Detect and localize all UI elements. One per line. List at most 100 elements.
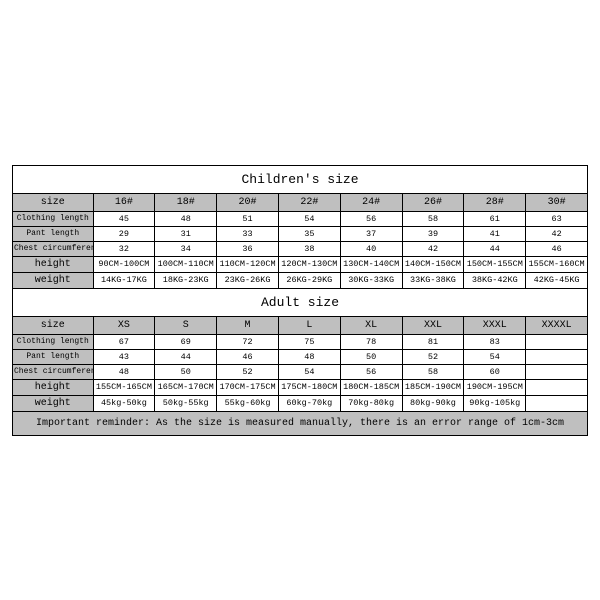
cell (526, 349, 588, 364)
cell: 78 (340, 334, 402, 349)
table-row: Chest circumference 1/2 48 50 52 54 56 5… (13, 364, 588, 379)
row-label: Clothing length (13, 211, 94, 226)
table-row: weight 14KG-17KG 18KG-23KG 23KG-26KG 26K… (13, 272, 588, 288)
table-row: height 90CM-100CM 100CM-110CM 110CM-120C… (13, 256, 588, 272)
cell: 44 (464, 241, 526, 256)
cell: 34 (155, 241, 217, 256)
cell: 45kg-50kg (93, 395, 155, 411)
cell: 40 (340, 241, 402, 256)
cell: 36 (217, 241, 279, 256)
cell: 30KG-33KG (340, 272, 402, 288)
cell: 55kg-60kg (217, 395, 279, 411)
cell: 23KG-26KG (217, 272, 279, 288)
row-label: Pant length (13, 226, 94, 241)
col-head: 18# (155, 193, 217, 211)
cell: 29 (93, 226, 155, 241)
col-head: 26# (402, 193, 464, 211)
cell: 43 (93, 349, 155, 364)
cell: 185CM-190CM (402, 379, 464, 395)
cell: 54 (278, 364, 340, 379)
cell (526, 364, 588, 379)
cell: 140CM-150CM (402, 256, 464, 272)
cell: 75 (278, 334, 340, 349)
cell (526, 334, 588, 349)
cell: 14KG-17KG (93, 272, 155, 288)
col-head: 16# (93, 193, 155, 211)
cell: 155CM-160CM (526, 256, 588, 272)
cell: 56 (340, 211, 402, 226)
cell: 56 (340, 364, 402, 379)
col-head: L (278, 316, 340, 334)
row-label: weight (13, 395, 94, 411)
row-label: Clothing length (13, 334, 94, 349)
cell: 130CM-140CM (340, 256, 402, 272)
cell: 35 (278, 226, 340, 241)
cell (526, 379, 588, 395)
col-head: 30# (526, 193, 588, 211)
cell: 51 (217, 211, 279, 226)
cell: 46 (526, 241, 588, 256)
cell: 33 (217, 226, 279, 241)
cell: 67 (93, 334, 155, 349)
col-head: XL (340, 316, 402, 334)
cell: 54 (278, 211, 340, 226)
cell: 31 (155, 226, 217, 241)
cell: 50 (340, 349, 402, 364)
table-row: Chest circumference 1/2 32 34 36 38 40 4… (13, 241, 588, 256)
adult-title-row: Adult size (13, 288, 588, 316)
col-head: 24# (340, 193, 402, 211)
row-label: weight (13, 272, 94, 288)
col-head: XXXL (464, 316, 526, 334)
cell: 81 (402, 334, 464, 349)
cell: 110CM-120CM (217, 256, 279, 272)
row-label: Chest circumference 1/2 (13, 364, 94, 379)
cell: 42 (402, 241, 464, 256)
row-label: Pant length (13, 349, 94, 364)
col-head: XXL (402, 316, 464, 334)
cell: 50 (155, 364, 217, 379)
table-row: weight 45kg-50kg 50kg-55kg 55kg-60kg 60k… (13, 395, 588, 411)
col-head: XS (93, 316, 155, 334)
cell: 90kg-105kg (464, 395, 526, 411)
cell: 150CM-155CM (464, 256, 526, 272)
size-table: Children's size size 16# 18# 20# 22# 24#… (12, 165, 588, 436)
cell: 63 (526, 211, 588, 226)
col-head: XXXXL (526, 316, 588, 334)
cell: 42KG-45KG (526, 272, 588, 288)
cell: 45 (93, 211, 155, 226)
row-label: height (13, 256, 94, 272)
cell: 69 (155, 334, 217, 349)
cell: 120CM-130CM (278, 256, 340, 272)
col-head: 22# (278, 193, 340, 211)
row-label: Chest circumference 1/2 (13, 241, 94, 256)
cell: 70kg-80kg (340, 395, 402, 411)
adult-size-header: size XS S M L XL XXL XXXL XXXXL (13, 316, 588, 334)
col-head: S (155, 316, 217, 334)
cell: 54 (464, 349, 526, 364)
cell: 58 (402, 364, 464, 379)
adult-title: Adult size (13, 288, 588, 316)
children-title: Children's size (13, 165, 588, 193)
cell: 165CM-170CM (155, 379, 217, 395)
cell (526, 395, 588, 411)
table-row: Pant length 29 31 33 35 37 39 41 42 (13, 226, 588, 241)
table-row: Pant length 43 44 46 48 50 52 54 (13, 349, 588, 364)
cell: 60kg-70kg (278, 395, 340, 411)
cell: 38 (278, 241, 340, 256)
cell: 52 (402, 349, 464, 364)
cell: 60 (464, 364, 526, 379)
cell: 33KG-38KG (402, 272, 464, 288)
table-row: height 155CM-165CM 165CM-170CM 170CM-175… (13, 379, 588, 395)
cell: 39 (402, 226, 464, 241)
cell: 61 (464, 211, 526, 226)
size-label: size (13, 316, 94, 334)
cell: 90CM-100CM (93, 256, 155, 272)
cell: 18KG-23KG (155, 272, 217, 288)
cell: 46 (217, 349, 279, 364)
cell: 44 (155, 349, 217, 364)
cell: 80kg-90kg (402, 395, 464, 411)
reminder-text: Important reminder: As the size is measu… (13, 411, 588, 435)
col-head: 28# (464, 193, 526, 211)
size-chart-container: Children's size size 16# 18# 20# 22# 24#… (0, 153, 600, 448)
cell: 48 (278, 349, 340, 364)
